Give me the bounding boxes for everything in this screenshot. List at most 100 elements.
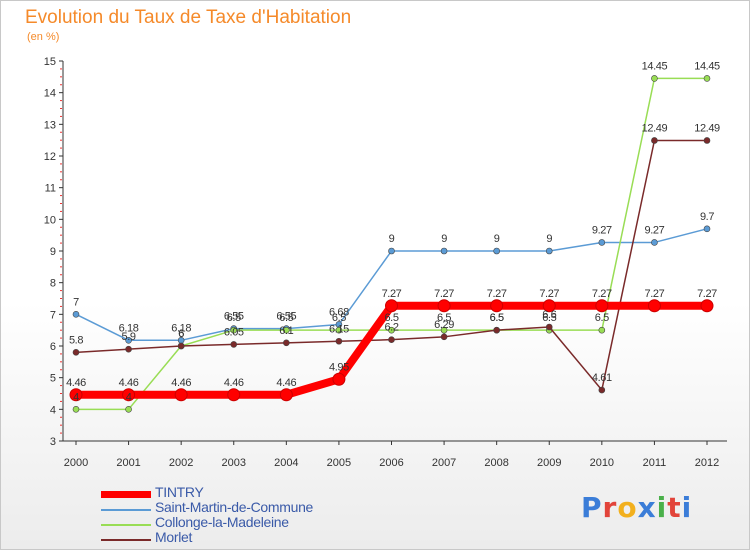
- data-label: 6.5: [332, 312, 346, 324]
- series-point-0: [647, 299, 661, 313]
- series-point-2: [651, 75, 658, 82]
- x-tick-label: 2001: [116, 457, 140, 469]
- data-label: 7.27: [382, 288, 402, 300]
- x-tick-label: 2002: [169, 457, 193, 469]
- series-point-3: [335, 337, 343, 345]
- legend-swatch: [101, 539, 151, 541]
- chart-subtitle: (en %): [27, 31, 60, 43]
- logo-letter: i: [656, 491, 668, 524]
- legend-swatch: [101, 524, 151, 526]
- data-label: 9: [546, 233, 552, 245]
- data-label: 4: [73, 391, 79, 403]
- legend-label: Saint-Martin-de-Commune: [155, 499, 314, 515]
- series-point-0: [332, 372, 346, 386]
- series-point-2: [230, 326, 238, 334]
- data-label: 5.8: [69, 334, 83, 346]
- series-point-2: [283, 326, 290, 334]
- data-label: 6.5: [542, 312, 556, 324]
- series-point-2: [703, 75, 711, 82]
- data-label: 5.9: [122, 331, 136, 343]
- data-label: 4.46: [171, 377, 191, 389]
- data-label: 14.45: [642, 60, 668, 72]
- x-tick-label: 2007: [432, 457, 456, 469]
- series-point-2: [72, 406, 80, 413]
- logo-letter: r: [602, 491, 618, 524]
- data-label: 14.45: [694, 60, 720, 72]
- logo-letter: x: [637, 491, 657, 524]
- y-tick-label: 3: [50, 436, 56, 448]
- data-label: 6.5: [595, 312, 609, 324]
- x-tick-label: 2009: [537, 457, 561, 469]
- y-tick-label: 9: [50, 246, 56, 258]
- series-point-1: [440, 247, 448, 255]
- data-label: 6: [178, 328, 184, 340]
- data-label: 9.27: [645, 224, 665, 236]
- data-label: 6.2: [384, 322, 398, 334]
- data-label: 4.46: [119, 377, 139, 389]
- series-point-3: [230, 341, 238, 348]
- data-label: 6.6: [542, 309, 556, 321]
- logo-letter: P: [581, 491, 603, 524]
- series-point-3: [493, 326, 500, 334]
- x-tick-label: 2000: [64, 457, 88, 469]
- data-label: 6: [178, 328, 184, 340]
- data-label: 6.68: [329, 306, 349, 318]
- data-label: 7.27: [487, 288, 507, 300]
- chart-title: Evolution du Taux de Taxe d'Habitation: [25, 7, 352, 28]
- x-tick-label: 2004: [274, 457, 298, 469]
- y-tick-label: 13: [44, 119, 56, 131]
- series-point-3: [440, 333, 448, 341]
- series-point-0: [122, 388, 136, 402]
- series-point-1: [493, 247, 500, 255]
- data-label: 4.95: [329, 361, 349, 373]
- series-point-0: [385, 299, 398, 313]
- series-point-2: [335, 326, 343, 334]
- data-label: 6.15: [329, 323, 349, 335]
- data-label: 6.5: [490, 312, 504, 324]
- series-point-0: [437, 299, 451, 313]
- series-point-1: [598, 239, 606, 246]
- data-label: 6.5: [279, 312, 293, 324]
- x-tick-label: 2003: [222, 457, 246, 469]
- x-tick-label: 2010: [590, 457, 614, 469]
- series-point-3: [283, 339, 290, 347]
- y-tick-label: 4: [50, 404, 56, 416]
- data-label: 7.27: [697, 288, 717, 300]
- data-label: 6.1: [279, 325, 293, 337]
- data-label: 9: [494, 233, 500, 245]
- series-point-3: [545, 323, 553, 331]
- x-tick-label: 2011: [643, 457, 667, 469]
- data-label: 6.18: [119, 322, 139, 334]
- data-label: 7.27: [592, 288, 612, 300]
- series-point-0: [542, 299, 556, 313]
- data-label: 7: [73, 296, 79, 308]
- data-label: 9: [441, 233, 447, 245]
- x-tick-label: 2008: [484, 457, 508, 469]
- legend-swatch: [101, 491, 151, 498]
- data-label: 6.29: [434, 319, 454, 331]
- data-label: 9.27: [592, 224, 612, 236]
- x-tick-label: 2005: [327, 457, 351, 469]
- y-tick-label: 6: [50, 341, 56, 353]
- series-line-3: [75, 139, 707, 391]
- series-point-0: [174, 388, 188, 402]
- proxiti-logo: Proxiti: [581, 491, 692, 524]
- legend-swatch: [101, 509, 151, 511]
- y-tick-label: 12: [44, 151, 56, 163]
- data-label: 6.05: [224, 326, 244, 338]
- y-tick-label: 15: [44, 56, 56, 68]
- series-point-1: [545, 247, 553, 255]
- series-point-1: [703, 225, 711, 233]
- data-label: 9: [389, 233, 395, 245]
- data-label: 6.5: [490, 312, 504, 324]
- series-point-3: [388, 336, 395, 343]
- y-tick-label: 5: [50, 373, 56, 385]
- y-tick-label: 11: [45, 183, 56, 195]
- data-label: 12.49: [694, 122, 720, 134]
- series-point-1: [125, 336, 132, 344]
- series-point-0: [227, 388, 241, 402]
- series-point-2: [125, 406, 132, 413]
- series-point-0: [279, 388, 293, 402]
- series-point-1: [651, 239, 658, 246]
